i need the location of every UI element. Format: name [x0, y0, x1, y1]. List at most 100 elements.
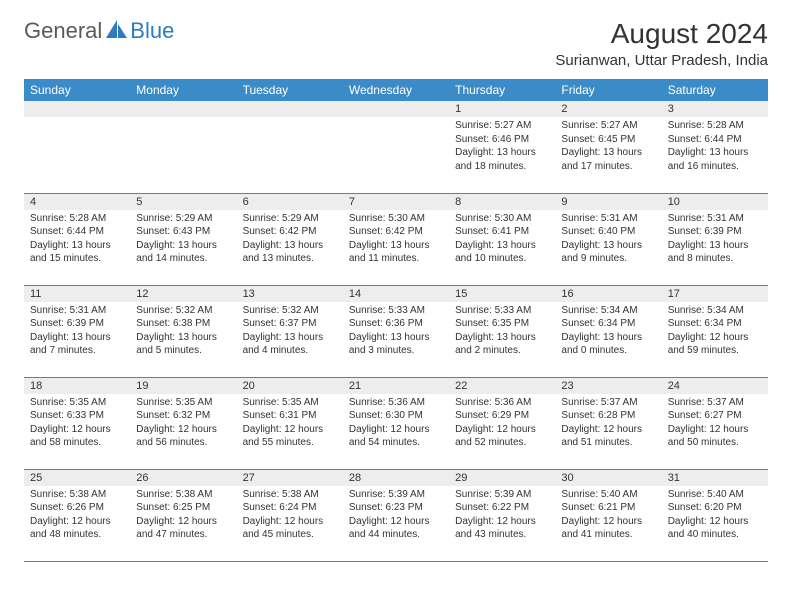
calendar-row: 18Sunrise: 5:35 AMSunset: 6:33 PMDayligh…: [24, 377, 768, 469]
calendar-cell: 10Sunrise: 5:31 AMSunset: 6:39 PMDayligh…: [662, 193, 768, 285]
day-details: Sunrise: 5:33 AMSunset: 6:36 PMDaylight:…: [343, 302, 449, 362]
day-number: 31: [662, 470, 768, 486]
day-details: Sunrise: 5:30 AMSunset: 6:42 PMDaylight:…: [343, 210, 449, 270]
day-number: 2: [555, 101, 661, 117]
day-details: Sunrise: 5:31 AMSunset: 6:39 PMDaylight:…: [662, 210, 768, 270]
calendar-cell: 4Sunrise: 5:28 AMSunset: 6:44 PMDaylight…: [24, 193, 130, 285]
day-details: Sunrise: 5:28 AMSunset: 6:44 PMDaylight:…: [662, 117, 768, 177]
day-details: Sunrise: 5:37 AMSunset: 6:28 PMDaylight:…: [555, 394, 661, 454]
calendar-cell: 12Sunrise: 5:32 AMSunset: 6:38 PMDayligh…: [130, 285, 236, 377]
logo: General Blue: [24, 18, 174, 44]
day-details: Sunrise: 5:39 AMSunset: 6:23 PMDaylight:…: [343, 486, 449, 546]
day-details: Sunrise: 5:34 AMSunset: 6:34 PMDaylight:…: [662, 302, 768, 362]
calendar-cell: 18Sunrise: 5:35 AMSunset: 6:33 PMDayligh…: [24, 377, 130, 469]
location-text: Surianwan, Uttar Pradesh, India: [555, 52, 768, 69]
day-number: 15: [449, 286, 555, 302]
calendar-cell: 30Sunrise: 5:40 AMSunset: 6:21 PMDayligh…: [555, 469, 661, 561]
calendar-cell: 5Sunrise: 5:29 AMSunset: 6:43 PMDaylight…: [130, 193, 236, 285]
day-details: Sunrise: 5:33 AMSunset: 6:35 PMDaylight:…: [449, 302, 555, 362]
calendar-cell: 2Sunrise: 5:27 AMSunset: 6:45 PMDaylight…: [555, 101, 661, 193]
day-number: 30: [555, 470, 661, 486]
day-details: Sunrise: 5:34 AMSunset: 6:34 PMDaylight:…: [555, 302, 661, 362]
day-details: Sunrise: 5:40 AMSunset: 6:20 PMDaylight:…: [662, 486, 768, 546]
calendar-cell: 25Sunrise: 5:38 AMSunset: 6:26 PMDayligh…: [24, 469, 130, 561]
day-number: 3: [662, 101, 768, 117]
day-details: Sunrise: 5:28 AMSunset: 6:44 PMDaylight:…: [24, 210, 130, 270]
day-details: Sunrise: 5:40 AMSunset: 6:21 PMDaylight:…: [555, 486, 661, 546]
logo-text-general: General: [24, 18, 102, 44]
calendar-cell: 23Sunrise: 5:37 AMSunset: 6:28 PMDayligh…: [555, 377, 661, 469]
day-number: 21: [343, 378, 449, 394]
day-number: 23: [555, 378, 661, 394]
day-details: Sunrise: 5:27 AMSunset: 6:45 PMDaylight:…: [555, 117, 661, 177]
day-number: 28: [343, 470, 449, 486]
day-details: Sunrise: 5:30 AMSunset: 6:41 PMDaylight:…: [449, 210, 555, 270]
empty-day: [237, 101, 343, 117]
day-number: 12: [130, 286, 236, 302]
day-number: 24: [662, 378, 768, 394]
day-details: Sunrise: 5:37 AMSunset: 6:27 PMDaylight:…: [662, 394, 768, 454]
calendar-cell: 27Sunrise: 5:38 AMSunset: 6:24 PMDayligh…: [237, 469, 343, 561]
day-number: 17: [662, 286, 768, 302]
day-details: Sunrise: 5:35 AMSunset: 6:31 PMDaylight:…: [237, 394, 343, 454]
calendar-cell: 16Sunrise: 5:34 AMSunset: 6:34 PMDayligh…: [555, 285, 661, 377]
day-number: 11: [24, 286, 130, 302]
weekday-header: Sunday: [24, 79, 130, 101]
calendar-row: 1Sunrise: 5:27 AMSunset: 6:46 PMDaylight…: [24, 101, 768, 193]
calendar-cell: 9Sunrise: 5:31 AMSunset: 6:40 PMDaylight…: [555, 193, 661, 285]
weekday-header: Friday: [555, 79, 661, 101]
calendar-cell: 8Sunrise: 5:30 AMSunset: 6:41 PMDaylight…: [449, 193, 555, 285]
calendar-cell: [237, 101, 343, 193]
day-number: 14: [343, 286, 449, 302]
calendar-cell: 11Sunrise: 5:31 AMSunset: 6:39 PMDayligh…: [24, 285, 130, 377]
day-number: 20: [237, 378, 343, 394]
day-details: Sunrise: 5:39 AMSunset: 6:22 PMDaylight:…: [449, 486, 555, 546]
calendar-body: 1Sunrise: 5:27 AMSunset: 6:46 PMDaylight…: [24, 101, 768, 561]
day-number: 29: [449, 470, 555, 486]
calendar-cell: 14Sunrise: 5:33 AMSunset: 6:36 PMDayligh…: [343, 285, 449, 377]
calendar-cell: 17Sunrise: 5:34 AMSunset: 6:34 PMDayligh…: [662, 285, 768, 377]
calendar-cell: 6Sunrise: 5:29 AMSunset: 6:42 PMDaylight…: [237, 193, 343, 285]
calendar-row: 11Sunrise: 5:31 AMSunset: 6:39 PMDayligh…: [24, 285, 768, 377]
day-number: 26: [130, 470, 236, 486]
calendar-cell: 26Sunrise: 5:38 AMSunset: 6:25 PMDayligh…: [130, 469, 236, 561]
day-number: 1: [449, 101, 555, 117]
month-title: August 2024: [555, 18, 768, 50]
day-details: Sunrise: 5:35 AMSunset: 6:32 PMDaylight:…: [130, 394, 236, 454]
day-details: Sunrise: 5:27 AMSunset: 6:46 PMDaylight:…: [449, 117, 555, 177]
day-number: 13: [237, 286, 343, 302]
empty-day: [130, 101, 236, 117]
day-number: 19: [130, 378, 236, 394]
day-details: Sunrise: 5:36 AMSunset: 6:30 PMDaylight:…: [343, 394, 449, 454]
empty-day: [24, 101, 130, 117]
day-details: Sunrise: 5:38 AMSunset: 6:26 PMDaylight:…: [24, 486, 130, 546]
weekday-header: Monday: [130, 79, 236, 101]
calendar-cell: 1Sunrise: 5:27 AMSunset: 6:46 PMDaylight…: [449, 101, 555, 193]
day-details: Sunrise: 5:35 AMSunset: 6:33 PMDaylight:…: [24, 394, 130, 454]
day-number: 18: [24, 378, 130, 394]
day-number: 9: [555, 194, 661, 210]
day-number: 25: [24, 470, 130, 486]
day-number: 16: [555, 286, 661, 302]
day-number: 4: [24, 194, 130, 210]
calendar-cell: 22Sunrise: 5:36 AMSunset: 6:29 PMDayligh…: [449, 377, 555, 469]
calendar-cell: 31Sunrise: 5:40 AMSunset: 6:20 PMDayligh…: [662, 469, 768, 561]
calendar-cell: 15Sunrise: 5:33 AMSunset: 6:35 PMDayligh…: [449, 285, 555, 377]
calendar-cell: 3Sunrise: 5:28 AMSunset: 6:44 PMDaylight…: [662, 101, 768, 193]
calendar-row: 4Sunrise: 5:28 AMSunset: 6:44 PMDaylight…: [24, 193, 768, 285]
weekday-header: Wednesday: [343, 79, 449, 101]
calendar-cell: 19Sunrise: 5:35 AMSunset: 6:32 PMDayligh…: [130, 377, 236, 469]
day-details: Sunrise: 5:32 AMSunset: 6:37 PMDaylight:…: [237, 302, 343, 362]
calendar-row: 25Sunrise: 5:38 AMSunset: 6:26 PMDayligh…: [24, 469, 768, 561]
day-number: 22: [449, 378, 555, 394]
day-number: 27: [237, 470, 343, 486]
day-details: Sunrise: 5:31 AMSunset: 6:39 PMDaylight:…: [24, 302, 130, 362]
day-details: Sunrise: 5:29 AMSunset: 6:43 PMDaylight:…: [130, 210, 236, 270]
calendar-cell: [130, 101, 236, 193]
day-number: 7: [343, 194, 449, 210]
calendar-cell: 24Sunrise: 5:37 AMSunset: 6:27 PMDayligh…: [662, 377, 768, 469]
calendar-cell: 13Sunrise: 5:32 AMSunset: 6:37 PMDayligh…: [237, 285, 343, 377]
day-details: Sunrise: 5:36 AMSunset: 6:29 PMDaylight:…: [449, 394, 555, 454]
logo-sail-icon: [106, 20, 128, 43]
calendar-cell: [24, 101, 130, 193]
